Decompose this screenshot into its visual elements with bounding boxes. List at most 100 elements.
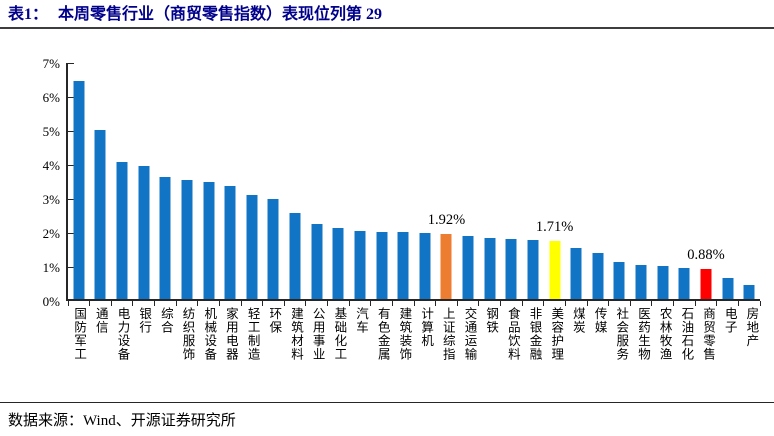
bar-slot xyxy=(241,63,263,299)
x-axis-tick xyxy=(759,301,761,306)
x-axis-category: 计算机 xyxy=(415,301,437,395)
x-axis-category: 公用事业 xyxy=(307,301,329,395)
x-axis-tick xyxy=(500,301,501,306)
x-axis-tick xyxy=(521,301,523,306)
bar-slot xyxy=(371,63,393,299)
x-axis-category: 电力设备 xyxy=(111,301,133,395)
bar-slot: 0.88% xyxy=(687,63,725,299)
bar xyxy=(354,230,366,299)
x-axis-category: 综合 xyxy=(155,301,177,395)
x-axis-tick xyxy=(673,301,674,306)
x-axis-category: 机械设备 xyxy=(198,301,220,395)
bar xyxy=(505,239,517,299)
bar xyxy=(419,233,431,299)
x-axis-category-label: 电力设备 xyxy=(115,307,130,361)
x-axis-tick xyxy=(391,301,393,306)
x-axis-category-label: 上证综指 xyxy=(440,307,455,361)
data-source-text: 数据来源：Wind、开源证券研究所 xyxy=(8,413,236,429)
y-axis-tick xyxy=(68,164,74,166)
bar-slot xyxy=(522,63,544,299)
bar xyxy=(289,212,301,299)
x-axis-category-label: 公用事业 xyxy=(310,307,325,361)
bar-slot xyxy=(176,63,198,299)
x-axis-category-label: 机械设备 xyxy=(202,307,217,361)
y-axis-tick-label: 3% xyxy=(42,192,60,207)
bar-slot xyxy=(306,63,328,299)
x-axis-category: 美容护理 xyxy=(545,301,567,395)
figure-title-text: 本周零售行业（商贸零售指数）表现位列第 29 xyxy=(58,6,383,23)
plot-area: 1.92% 1.71% 0.88% xyxy=(66,62,761,306)
bar xyxy=(570,247,582,299)
figure-title: 表1： 本周零售行业（商贸零售指数）表现位列第 29 xyxy=(0,0,774,27)
x-axis-tick xyxy=(478,301,480,306)
bar-chart: 0% 1% 2% 3% 4% 5% 6% 7% 1.92% 1.71% 0.88% 国防军工 通信电… xyxy=(28,56,761,395)
x-axis-category-label: 综合 xyxy=(158,307,173,334)
y-axis-tick xyxy=(68,130,74,132)
y-axis-tick-label: 6% xyxy=(42,90,60,105)
x-axis-tick xyxy=(543,301,545,306)
x-axis-tick xyxy=(435,301,437,306)
bar-slot xyxy=(392,63,414,299)
x-axis-tick xyxy=(327,301,328,306)
x-axis-category: 商贸零售 xyxy=(697,301,719,395)
x-axis-category: 石油石化 xyxy=(675,301,697,395)
x-axis-category: 传媒 xyxy=(589,301,611,395)
bar-slot xyxy=(111,63,133,299)
bar xyxy=(311,223,323,299)
bar-slot xyxy=(90,63,112,299)
x-axis-category-label: 食品饮料 xyxy=(505,307,520,361)
bar-slot: 1.71% xyxy=(536,63,573,299)
x-axis-tick xyxy=(737,301,739,306)
bar xyxy=(722,277,734,299)
x-axis-tick xyxy=(154,301,155,306)
bar-slot xyxy=(630,63,652,299)
bar xyxy=(700,269,712,299)
x-axis-category-label: 基础化工 xyxy=(332,307,347,361)
bar xyxy=(440,233,452,299)
x-axis-category: 电子 xyxy=(719,301,741,395)
x-axis-category: 家用电器 xyxy=(220,301,242,395)
x-axis-tick xyxy=(370,301,372,306)
x-axis-category: 建筑材料 xyxy=(285,301,307,395)
bar-slot xyxy=(738,63,760,299)
x-axis-category-label: 家用电器 xyxy=(223,307,238,361)
bar-slot xyxy=(414,63,436,299)
x-axis-category: 纺织服饰 xyxy=(176,301,198,395)
x-axis-category: 医药生物 xyxy=(632,301,654,395)
bar-slot xyxy=(219,63,241,299)
x-axis-tick xyxy=(716,301,718,306)
bar-slot xyxy=(652,63,674,299)
bar xyxy=(743,285,755,299)
bar xyxy=(397,232,409,299)
x-axis-tick xyxy=(456,301,458,306)
bar xyxy=(159,177,171,299)
x-axis-tick xyxy=(262,301,264,306)
bar xyxy=(181,180,193,299)
bar-slot xyxy=(479,63,501,299)
bar-value-label: 1.71% xyxy=(535,218,574,235)
bar-slot: 1.92% xyxy=(428,63,465,299)
y-axis-tick-label: 1% xyxy=(42,260,60,275)
x-axis-category: 非银金融 xyxy=(523,301,545,395)
bar xyxy=(332,228,344,299)
x-axis-category-label: 医药生物 xyxy=(635,307,650,361)
bar-slot xyxy=(349,63,371,299)
y-axis-tick xyxy=(68,198,74,200)
bar xyxy=(613,261,625,299)
x-axis-category: 国防军工 xyxy=(68,301,90,395)
x-axis-tick xyxy=(564,301,566,306)
bar-slot xyxy=(263,63,285,299)
bar xyxy=(267,199,279,299)
y-axis-tick-label: 2% xyxy=(42,226,60,241)
x-axis-category: 社会服务 xyxy=(610,301,632,395)
bar-value-label: 1.92% xyxy=(427,211,466,228)
y-axis-tick-label: 0% xyxy=(42,294,60,309)
x-axis-category: 上证综指 xyxy=(437,301,459,395)
x-axis-category-label: 房地产 xyxy=(744,307,759,348)
x-axis-category: 基础化工 xyxy=(328,301,350,395)
x-axis-category: 银行 xyxy=(133,301,155,395)
x-axis-category-label: 商贸零售 xyxy=(701,307,716,361)
x-axis-category-label: 纺织服饰 xyxy=(180,307,195,361)
x-axis-category: 钢铁 xyxy=(480,301,502,395)
